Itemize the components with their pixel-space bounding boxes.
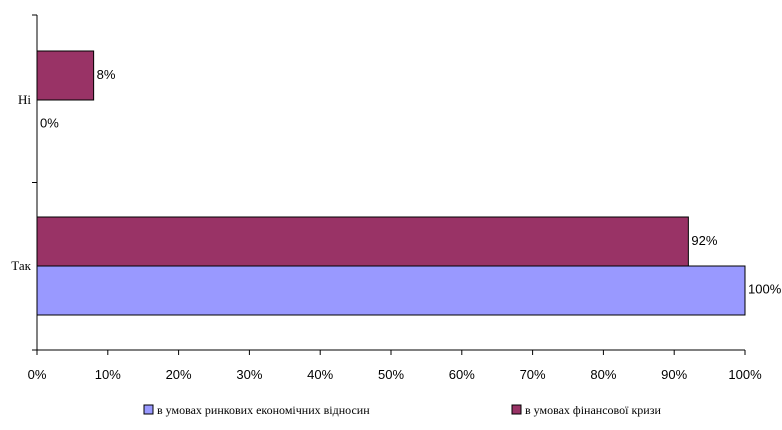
bar-market-1 xyxy=(36,265,746,316)
x-tick-label: 20% xyxy=(166,367,192,382)
legend: в умовах ринкових економічних відносин в … xyxy=(143,403,661,417)
data-label-market-0: 0% xyxy=(40,116,59,131)
axes: Ні Так 0% 10% 20% 30% 40% 50% 60% 70% 80% 90% 100% xyxy=(11,14,762,382)
legend-label: в умовах фінансової кризи xyxy=(525,403,661,417)
legend-swatch xyxy=(511,404,522,415)
data-label-market-1: 100% xyxy=(748,282,782,297)
x-tick-label: 0% xyxy=(28,367,47,382)
legend-swatch xyxy=(143,404,154,415)
x-tick-label: 100% xyxy=(728,367,762,382)
x-tick-label: 40% xyxy=(307,367,333,382)
x-tick-label: 10% xyxy=(95,367,121,382)
x-tick-label: 90% xyxy=(661,367,687,382)
data-label-crisis-1: 92% xyxy=(691,233,717,248)
data-labels: 8% 0% 92% 100% xyxy=(40,67,782,297)
bar-crisis-0 xyxy=(36,50,95,101)
x-tick-label: 30% xyxy=(236,367,262,382)
plot-area xyxy=(36,50,746,316)
category-label: Ні xyxy=(18,92,31,107)
legend-label: в умовах ринкових економічних відносин xyxy=(157,403,370,417)
x-tick-label: 60% xyxy=(449,367,475,382)
x-tick-label: 50% xyxy=(378,367,404,382)
x-tick-label: 70% xyxy=(520,367,546,382)
category-label: Так xyxy=(11,258,31,273)
x-tick-label: 80% xyxy=(590,367,616,382)
bar-crisis-1 xyxy=(36,216,689,267)
data-label-crisis-0: 8% xyxy=(97,67,116,82)
